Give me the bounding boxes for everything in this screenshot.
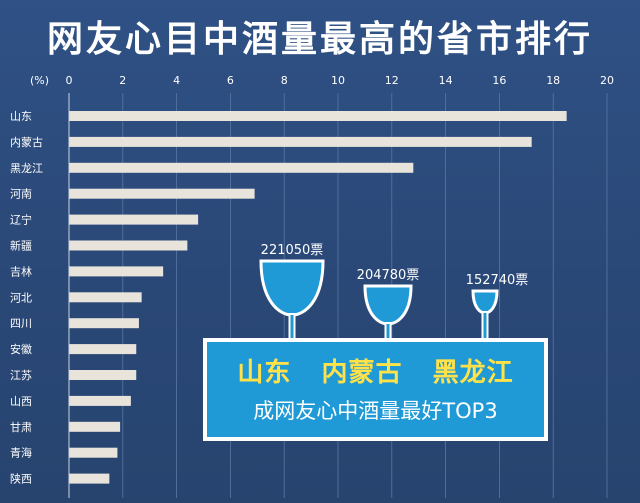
wine-glass-3: 152740票 bbox=[466, 273, 529, 348]
x-tick-label-14: 14 bbox=[439, 74, 453, 87]
top3-name-2: 内蒙古 bbox=[321, 358, 403, 388]
top3-subtitle: 成网友心中酒量最好TOP3 bbox=[253, 399, 498, 423]
category-label-13: 甘肃 bbox=[10, 421, 32, 434]
glass-bowl bbox=[471, 289, 499, 315]
axis-layer: (%) 0 2 4 6 8 10 12 14 16 18 20山东内蒙古黑龙江河南辽宁新疆吉林河北四川… bbox=[10, 74, 614, 498]
category-label-8: 河北 bbox=[10, 291, 32, 304]
x-tick-label-10: 10 bbox=[331, 74, 345, 87]
category-label-10: 安徽 bbox=[10, 342, 32, 356]
bar-2 bbox=[69, 136, 532, 147]
bar-layer bbox=[69, 111, 567, 484]
category-label-14: 青海 bbox=[10, 446, 32, 460]
wine-glass-2: 204780票 bbox=[357, 268, 420, 348]
x-tick-label-8: 8 bbox=[281, 74, 288, 87]
category-label-12: 山西 bbox=[10, 395, 32, 408]
category-label-2: 内蒙古 bbox=[10, 135, 43, 149]
category-label-11: 江苏 bbox=[10, 369, 32, 382]
bar-5 bbox=[69, 214, 199, 225]
bar-4 bbox=[69, 188, 255, 199]
x-tick-label-6: 6 bbox=[227, 74, 234, 87]
bar-10 bbox=[69, 344, 137, 355]
wine-glass-1: 221050票 bbox=[259, 243, 325, 348]
category-label-15: 陕西 bbox=[10, 472, 32, 486]
glass-bowl bbox=[259, 259, 325, 317]
category-label-4: 河南 bbox=[10, 188, 32, 201]
vote-count-2: 204780票 bbox=[357, 268, 420, 283]
x-tick-label-20: 20 bbox=[600, 74, 614, 87]
x-tick-label-12: 12 bbox=[385, 74, 399, 87]
top3-name-3: 黑龙江 bbox=[432, 358, 514, 388]
glass-layer: 221050票 204780票 152740票 bbox=[259, 243, 529, 348]
vote-count-1: 221050票 bbox=[261, 243, 324, 258]
bar-13 bbox=[69, 421, 121, 432]
x-tick-label-18: 18 bbox=[546, 74, 560, 87]
category-label-5: 辽宁 bbox=[10, 213, 32, 227]
category-label-6: 新疆 bbox=[10, 239, 32, 253]
bar-9 bbox=[69, 318, 139, 329]
bar-3 bbox=[69, 162, 414, 173]
bar-12 bbox=[69, 395, 131, 406]
x-tick-label-2: 2 bbox=[119, 74, 126, 87]
top3-callout: 山东 内蒙古 黑龙江 成网友心中酒量最好TOP3 bbox=[203, 338, 548, 441]
bar-11 bbox=[69, 370, 137, 380]
bar-6 bbox=[69, 240, 188, 251]
bar-1 bbox=[69, 111, 567, 121]
top3-names: 山东 内蒙古 黑龙江 bbox=[207, 352, 544, 389]
page-title: 网友心目中酒量最高的省市排行 bbox=[46, 19, 593, 60]
top3-name-1: 山东 bbox=[237, 358, 292, 388]
category-label-1: 山东 bbox=[10, 110, 32, 123]
category-label-7: 吉林 bbox=[10, 264, 32, 278]
x-tick-label-16: 16 bbox=[492, 74, 506, 87]
bar-14 bbox=[69, 447, 118, 458]
x-tick-label-4: 4 bbox=[173, 74, 180, 87]
vote-count-3: 152740票 bbox=[466, 273, 529, 288]
unit-label: (%) bbox=[30, 74, 49, 87]
bar-15 bbox=[69, 473, 110, 484]
bar-7 bbox=[69, 266, 164, 277]
bar-8 bbox=[69, 292, 142, 303]
x-tick-label-0: 0 bbox=[66, 74, 73, 87]
category-label-3: 黑龙江 bbox=[10, 162, 43, 175]
category-label-9: 四川 bbox=[10, 317, 32, 330]
glass-bowl bbox=[363, 284, 413, 326]
